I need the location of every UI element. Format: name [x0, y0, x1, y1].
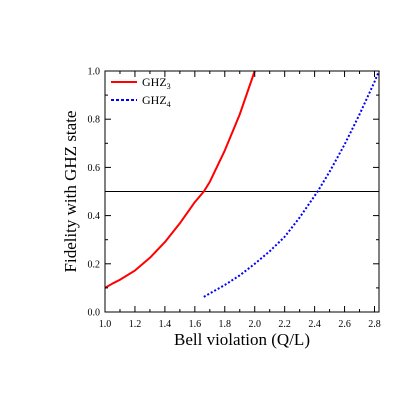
y-tick-label: 0.6 — [88, 163, 101, 174]
y-axis-title: Fidelity with GHZ state — [61, 111, 80, 273]
x-tick-label: 1.2 — [129, 319, 142, 330]
x-tick-label: 2.2 — [278, 319, 291, 330]
x-tick-label: 1.8 — [219, 319, 232, 330]
x-tick-label: 1.4 — [159, 319, 172, 330]
y-tick-label: 0.4 — [88, 211, 101, 222]
series-line-ghz4 — [203, 70, 380, 298]
series-layer — [104, 70, 380, 298]
x-tick-label: 2.0 — [248, 319, 261, 330]
x-tick-label: 1.6 — [189, 319, 202, 330]
legend-label-ghz3: GHZ3 — [142, 75, 171, 91]
y-tick-label: 0.2 — [88, 259, 101, 270]
x-axis-title: Bell violation (Q/L) — [174, 330, 310, 349]
series-line-ghz3 — [104, 70, 256, 289]
y-tick-label: 0.8 — [88, 115, 101, 126]
legend: GHZ3 GHZ4 — [111, 75, 171, 109]
x-tick-label: 2.4 — [308, 319, 321, 330]
y-tick-label: 0.0 — [88, 308, 101, 319]
axes-layer: 1.0 1.2 1.4 1.6 1.8 2.0 2.2 2.4 2.6 2.8 0.0 0.2 0.4 0… — [88, 67, 381, 331]
x-tick-label: 2.6 — [338, 319, 351, 330]
x-tick-label: 2.8 — [368, 319, 381, 330]
x-tick-label: 1.0 — [99, 319, 112, 330]
legend-label-ghz4: GHZ4 — [142, 93, 171, 109]
y-tick-label: 1.0 — [88, 67, 101, 78]
